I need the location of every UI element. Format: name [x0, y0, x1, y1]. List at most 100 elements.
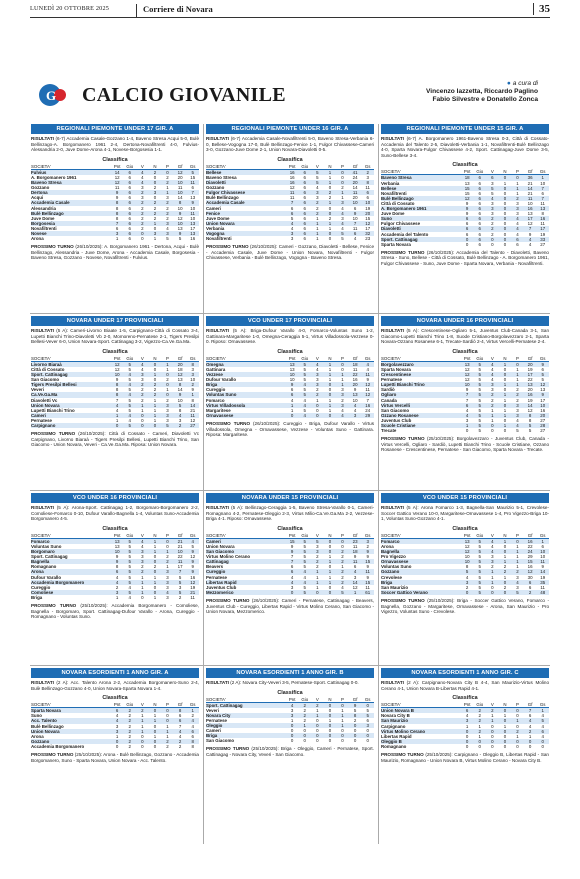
stat-cell: 0 — [311, 402, 324, 408]
panel-title: REGIONALI PIEMONTE UNDER 17 GIR. A — [31, 124, 199, 134]
table-row: Acc. Talento 4 2 1 1 0 6 4 — [31, 718, 199, 724]
team-name: Novafiltrenti — [206, 236, 286, 242]
stat-cell: 8 — [110, 382, 124, 388]
stat-cell: 0 — [336, 728, 349, 734]
stat-cell: 11 — [348, 543, 362, 550]
table-row: Cameri 15 5 5 0 0 23 3 — [206, 538, 374, 544]
stat-cell: 1 — [311, 231, 324, 237]
stat-cell: 0 — [148, 225, 162, 231]
stat-cell: 4 — [123, 594, 137, 600]
stat-cell: 11 — [536, 221, 549, 227]
table-row: Diavoletti 6 6 2 0 4 7 17 — [381, 226, 549, 232]
team-name: Borgolavezzaro — [381, 361, 461, 367]
stat-cell: 4 — [298, 574, 312, 580]
stat-cell: 12 — [173, 372, 187, 378]
stat-cell: 2 — [136, 210, 149, 216]
stat-cell: 9 — [173, 231, 187, 237]
standings-panel: NOVARA ESORDIENTI 1 ANNO GIR. C RISULTATI… — [381, 668, 549, 763]
stat-cell: 4 — [511, 226, 524, 232]
stat-cell: 2 — [311, 205, 324, 211]
standings-panel: REGIONALI PIEMONTE UNDER 15 GIR. A RISULT… — [381, 124, 549, 267]
stat-cell: 4 — [460, 574, 474, 580]
team-name: Oleggio — [206, 723, 286, 729]
stat-cell: 8 — [110, 392, 124, 398]
stat-cell: 9 — [186, 564, 199, 570]
stat-cell: 5 — [123, 366, 137, 373]
stat-cell: 4 — [361, 366, 374, 373]
stat-cell: 0 — [323, 728, 337, 734]
table-row: Briga 9 4 3 0 1 20 12 — [206, 382, 374, 388]
team-name: Suno — [381, 216, 461, 222]
table-row: Voluntas Suno 8 5 2 2 1 16 9 — [381, 564, 549, 570]
stat-cell: 0 — [136, 594, 149, 600]
column-header: Gs — [536, 532, 549, 539]
next-round-label: PROSSIMO TURNO — [31, 431, 76, 437]
table-row: Accademia del Talento 6 6 2 0 4 9 19 — [381, 231, 549, 237]
stat-cell: 6 — [123, 236, 137, 242]
stat-cell: 3 — [186, 372, 199, 378]
stat-cell: 2 — [123, 743, 137, 750]
stat-cell: 10 — [173, 220, 187, 226]
stat-cell: 21 — [523, 180, 537, 186]
next-round-body: (25/10/2025): Arona - Bulè Bellinzago, G… — [31, 752, 199, 763]
stat-cell: 5 — [123, 559, 137, 565]
column-header: V — [136, 163, 149, 170]
stat-cell: 16 — [361, 402, 374, 408]
team-name: Union Novara B — [381, 707, 461, 714]
results-label: RISULTATI — [31, 680, 54, 685]
stat-cell: 9 — [361, 377, 374, 383]
team-name: Cureggio — [206, 569, 286, 575]
table-row: Veveri 3 2 1 0 1 5 5 — [206, 707, 374, 713]
stat-cell: 1 — [161, 733, 174, 739]
next-round-label: PROSSIMO TURNO — [31, 752, 74, 758]
stat-cell: 8 — [173, 407, 187, 413]
stat-cell: 0 — [498, 417, 512, 423]
stat-cell: 3 — [511, 402, 524, 408]
stat-cell: 2 — [123, 733, 137, 739]
table-row: Baveno Stresa 16 6 5 1 0 24 3 — [206, 174, 374, 181]
stat-cell: 2 — [136, 205, 149, 211]
stat-cell: 3 — [511, 200, 524, 207]
table-row: Verbania 4 6 1 1 4 11 17 — [206, 225, 374, 231]
team-name: San Giacomo — [381, 407, 461, 413]
stat-cell: 1 — [336, 190, 349, 196]
stat-cell: 12 — [173, 169, 187, 175]
table-row: Bulè Bellinzago 3 2 1 0 1 7 4 — [31, 723, 199, 729]
credits-line-2: Fabio Silvestre e Donatello Zonca — [432, 96, 538, 104]
stat-cell: 0 — [361, 702, 374, 708]
stat-cell: 7 — [110, 397, 124, 403]
stat-cell: 1 — [498, 538, 512, 544]
stat-cell: 5 — [486, 190, 499, 196]
stat-cell: 9 — [348, 387, 362, 393]
column-header: V — [311, 696, 324, 703]
stat-cell: 1 — [323, 180, 337, 186]
column-header: Gio — [473, 532, 487, 539]
stat-cell: 2 — [486, 221, 499, 227]
team-name: Accademia Casale — [31, 200, 111, 206]
column-header: Gs — [536, 355, 549, 362]
stat-cell: 2 — [136, 382, 149, 388]
stat-cell: 5 — [173, 579, 187, 585]
stat-cell: 5 — [473, 407, 487, 413]
standings-table: SOCIETA' Pnt Gio V N P Gf Gs Cameri 15 5 5 0 0 23 3 Unio… — [206, 532, 374, 595]
stat-cell: 2 — [311, 554, 324, 560]
table-row: Omegna 13 5 4 1 0 18 4 — [206, 361, 374, 367]
stat-cell: 0 — [336, 180, 349, 186]
standings-table: SOCIETA' Pnt Gio V N P Gf Gs Sport. Cattinagag 4 2… — [206, 696, 374, 744]
stat-cell: 1 — [298, 723, 312, 729]
stat-cell: 16 — [523, 392, 537, 398]
team-name: Gozzano — [206, 185, 286, 191]
stat-cell: 5 — [161, 423, 174, 429]
stat-cell: 2 — [486, 397, 499, 403]
results-body: (6-7) Accademia Casale-Novafiltrenti 5-0… — [206, 136, 374, 153]
table-title: Classifica — [452, 695, 478, 702]
stat-cell: 5 — [473, 372, 487, 378]
stat-cell: 4 — [536, 713, 549, 719]
stat-cell: 1 — [136, 584, 149, 590]
table-row: Mezzomerico 0 5 0 0 5 1 61 — [206, 589, 374, 595]
stat-cell: 1 — [323, 559, 337, 565]
stat-cell: 2 — [323, 215, 337, 221]
stat-cell: 4 — [110, 574, 124, 580]
table-row: Città di Cossato 12 5 4 0 1 18 3 — [31, 366, 199, 373]
stat-cell: 0 — [311, 717, 324, 724]
